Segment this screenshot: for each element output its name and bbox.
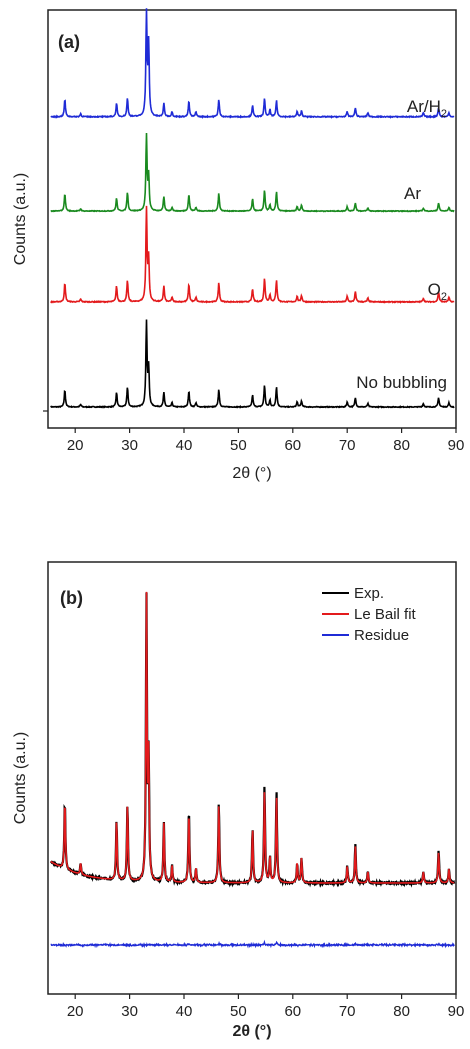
panel-a-series-label: No bubbling [356, 373, 447, 392]
panel-b: (b) Counts (a.u.) 2θ (°) 20 30 40 50 60 70 80 9… [12, 561, 464, 1040]
panel-a-series-line [50, 8, 455, 119]
panel-a-x-tick-label: 30 [121, 437, 138, 454]
panel-a-ylabel: Counts (a.u.) [12, 173, 29, 265]
panel-b-x-tick-label: 20 [67, 1003, 84, 1020]
panel-a-series-line [50, 132, 455, 213]
panel-b-label: (b) [60, 588, 83, 608]
panel-a-series-label: Ar [404, 184, 421, 203]
panel-a-series-labels: No bubbling O2 Ar Ar/H2 [356, 97, 447, 392]
panel-b-xlabel: 2θ (°) [232, 1023, 271, 1040]
panel-b-legend-label: Residue [354, 627, 409, 644]
panel-a-x-tick-label: 70 [339, 437, 356, 454]
panel-a-series-line [50, 205, 455, 304]
panel-b-x-tick-label: 60 [284, 1003, 301, 1020]
panel-b-residue-line [50, 939, 455, 949]
panel-a-xlabel: 2θ (°) [232, 465, 271, 482]
panel-a-series-label: Ar/H2 [407, 97, 447, 120]
panel-a-x-tick-label: 40 [176, 437, 193, 454]
panel-b-legend: Exp. Le Bail fit Residue [322, 585, 417, 644]
panel-a-x-ticks: 20 30 40 50 60 70 80 90 [43, 410, 465, 454]
panel-a-series [50, 8, 455, 409]
panel-b-x-tick-label: 30 [121, 1003, 138, 1020]
panel-b-x-tick-label: 80 [393, 1003, 410, 1020]
panel-a: (a) Counts (a.u.) 2θ (°) 20 30 40 50 60 70 80 9… [12, 8, 464, 482]
panel-b-legend-label: Le Bail fit [354, 606, 417, 623]
panel-a-x-tick-label: 20 [67, 437, 84, 454]
panel-b-x-tick-label: 90 [448, 1003, 465, 1020]
panel-a-label: (a) [58, 32, 80, 52]
panel-a-series-label: O2 [428, 280, 447, 303]
panel-b-x-ticks: 20 30 40 50 60 70 80 90 [67, 994, 464, 1020]
panel-a-x-tick-label: 90 [448, 437, 465, 454]
panel-a-x-tick-label: 50 [230, 437, 247, 454]
panel-a-plot-frame [47, 9, 457, 429]
panel-b-series [49, 591, 456, 949]
panel-b-legend-label: Exp. [354, 585, 384, 602]
panel-b-x-tick-label: 50 [230, 1003, 247, 1020]
panel-a-x-tick-label: 80 [393, 437, 410, 454]
panel-b-x-tick-label: 70 [339, 1003, 356, 1020]
panel-b-plot-frame [47, 561, 457, 995]
panel-a-series-line [50, 319, 455, 409]
panel-b-x-tick-label: 40 [176, 1003, 193, 1020]
panel-b-ylabel: Counts (a.u.) [12, 732, 29, 824]
panel-b-fit-line [50, 591, 455, 884]
panel-a-x-tick-label: 60 [284, 437, 301, 454]
